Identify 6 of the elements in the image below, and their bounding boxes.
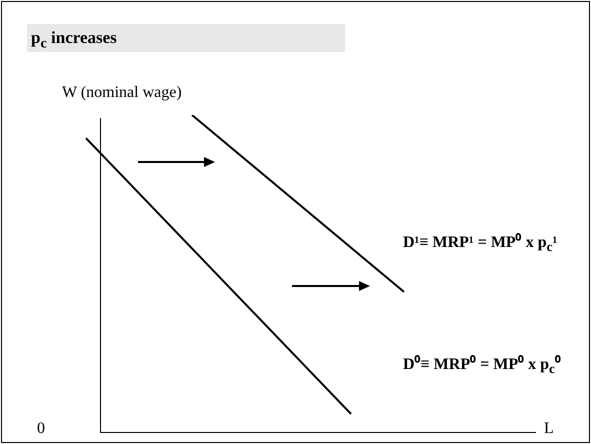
series-label: D¹≡ MRP¹ = MP⁰ x p$_{c}$¹	[403, 232, 558, 256]
chart-title: p$_{c}$ increases	[27, 24, 345, 52]
text: D⁰≡ MRP⁰ = MP⁰ x p$_{c}$⁰	[403, 354, 561, 378]
y-axis-title: W (nominal wage)	[62, 84, 182, 102]
x-axis-title: L	[544, 420, 554, 438]
text: 0	[37, 420, 45, 438]
